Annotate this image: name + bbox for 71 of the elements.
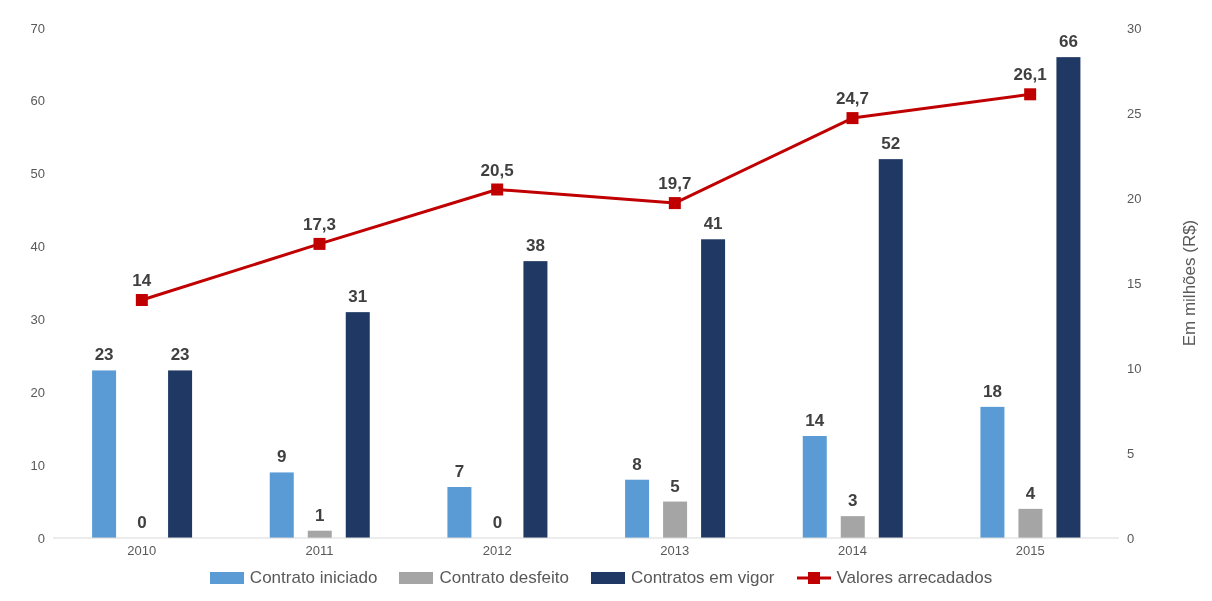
x-tick-label: 2013 (660, 543, 690, 559)
data-label: 23 (94, 345, 114, 365)
data-label: 38 (525, 236, 545, 256)
y-tick-label: 0 (37, 530, 45, 546)
legend-label: Valores arrecadados (835, 568, 993, 588)
data-label: 0 (137, 513, 147, 532)
bar (840, 516, 865, 538)
data-label: 31 (348, 287, 368, 307)
data-label: 41 (703, 214, 723, 234)
point (135, 294, 148, 306)
y2-tick-label: 30 (1127, 20, 1142, 36)
y-tick-label: 70 (30, 20, 45, 36)
bar (802, 436, 827, 538)
bar (1018, 508, 1043, 538)
data-label: 18 (982, 381, 1002, 401)
y-tick-label: 40 (30, 239, 45, 255)
y2-axis-title: Em milhões (R$) (1180, 219, 1200, 347)
x-tick-label: 2012 (482, 543, 512, 559)
legend-label: Contrato iniciado (248, 568, 378, 588)
data-label: 7 (454, 462, 465, 481)
bar (625, 479, 650, 538)
bar (345, 312, 370, 538)
x-tick-label: 2015 (1015, 543, 1045, 559)
legend-label: Contratos em vigor (629, 568, 775, 588)
legend-label: Contrato desfeito (438, 568, 569, 588)
y2-tick-label: 20 (1127, 190, 1142, 206)
bar (447, 487, 472, 538)
x-tick-label: 2011 (305, 543, 334, 559)
bar (269, 472, 294, 538)
data-label: 4 (1025, 483, 1036, 503)
bar (92, 370, 117, 538)
data-label: 24,7 (835, 89, 870, 109)
data-label: 5 (670, 476, 680, 496)
bar (701, 239, 726, 538)
y-tick-label: 20 (30, 384, 45, 400)
bar (168, 370, 193, 538)
data-label: 14 (805, 411, 825, 430)
data-label: 20,5 (480, 160, 514, 180)
data-label: 8 (632, 454, 642, 474)
point (668, 197, 681, 210)
y2-tick-label: 0 (1127, 530, 1135, 546)
x-tick-label: 2014 (838, 543, 867, 559)
point (491, 183, 504, 196)
y2-tick-label: 15 (1127, 275, 1142, 291)
y-tick-label: 30 (30, 312, 45, 328)
y2-tick-label: 10 (1127, 360, 1142, 376)
point (1024, 88, 1037, 101)
data-label: 14 (132, 271, 152, 290)
y2-tick-label: 5 (1127, 445, 1135, 461)
y-tick-label: 60 (30, 93, 45, 109)
data-label: 23 (170, 345, 190, 365)
data-label: 19,7 (658, 174, 692, 194)
y-tick-label: 10 (30, 457, 45, 473)
data-label: 3 (848, 491, 858, 511)
y-tick-label: 50 (30, 166, 45, 182)
data-label: 1 (315, 505, 325, 525)
data-label: 66 (1058, 32, 1078, 52)
bar (663, 501, 688, 538)
data-label: 9 (277, 447, 287, 467)
bar (878, 159, 903, 538)
data-label: 17,3 (302, 214, 337, 234)
bar (523, 261, 548, 538)
data-label: 52 (881, 134, 901, 154)
y2-tick-label: 25 (1127, 105, 1142, 121)
data-label: 0 (492, 513, 503, 532)
point (846, 112, 859, 125)
bar (980, 406, 1005, 538)
data-label: 26,1 (1013, 65, 1047, 85)
bar (1056, 57, 1081, 538)
x-tick-label: 2010 (127, 543, 157, 559)
point (313, 237, 326, 250)
